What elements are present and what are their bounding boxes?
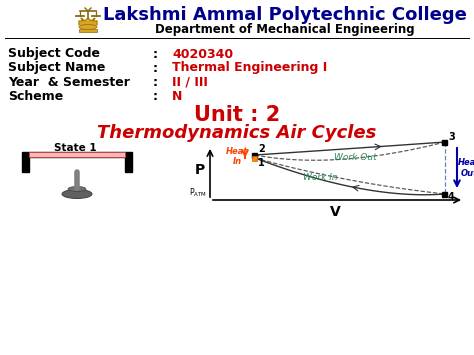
Text: Scheme: Scheme: [8, 89, 63, 103]
Text: :: :: [153, 89, 157, 103]
Text: Thermodynamics Air Cycles: Thermodynamics Air Cycles: [97, 124, 377, 142]
Text: Year  & Semester: Year & Semester: [8, 76, 130, 88]
Text: Heat
Out: Heat Out: [458, 158, 474, 178]
Text: Heat
In: Heat In: [226, 147, 248, 166]
Ellipse shape: [79, 24, 97, 29]
Text: Subject Name: Subject Name: [8, 61, 105, 75]
Bar: [22, 157, 29, 172]
Polygon shape: [79, 18, 97, 25]
Text: Subject Code: Subject Code: [8, 48, 100, 60]
Text: Lakshmi Ammal Polytechnic College: Lakshmi Ammal Polytechnic College: [103, 6, 467, 24]
Text: 4020340: 4020340: [172, 48, 233, 60]
Text: Work Out: Work Out: [334, 153, 376, 163]
Text: II / III: II / III: [172, 76, 208, 88]
Text: :: :: [153, 76, 157, 88]
Ellipse shape: [62, 190, 92, 198]
Text: 3: 3: [448, 132, 455, 142]
Text: V: V: [329, 205, 340, 219]
Text: Department of Mechanical Engineering: Department of Mechanical Engineering: [155, 22, 415, 36]
Bar: [253, 155, 257, 160]
Text: State 1: State 1: [54, 143, 96, 153]
Bar: [443, 191, 447, 197]
Text: P: P: [195, 163, 205, 177]
Bar: [29, 152, 125, 157]
Text: 4: 4: [448, 192, 455, 202]
Bar: [253, 153, 257, 158]
Text: Unit : 2: Unit : 2: [194, 105, 280, 125]
Text: N: N: [172, 89, 182, 103]
Text: Work In: Work In: [303, 174, 337, 182]
Text: :: :: [153, 61, 157, 75]
Text: Thermal Engineering I: Thermal Engineering I: [172, 61, 327, 75]
Text: :: :: [153, 48, 157, 60]
Bar: [22, 152, 132, 157]
Text: 2: 2: [258, 144, 265, 154]
Text: $\mathregular{P_{ATM}}$: $\mathregular{P_{ATM}}$: [189, 186, 207, 199]
Bar: [125, 157, 132, 172]
Text: 1: 1: [258, 158, 265, 168]
Bar: [79, 29, 97, 32]
Ellipse shape: [68, 186, 86, 191]
Bar: [443, 140, 447, 144]
